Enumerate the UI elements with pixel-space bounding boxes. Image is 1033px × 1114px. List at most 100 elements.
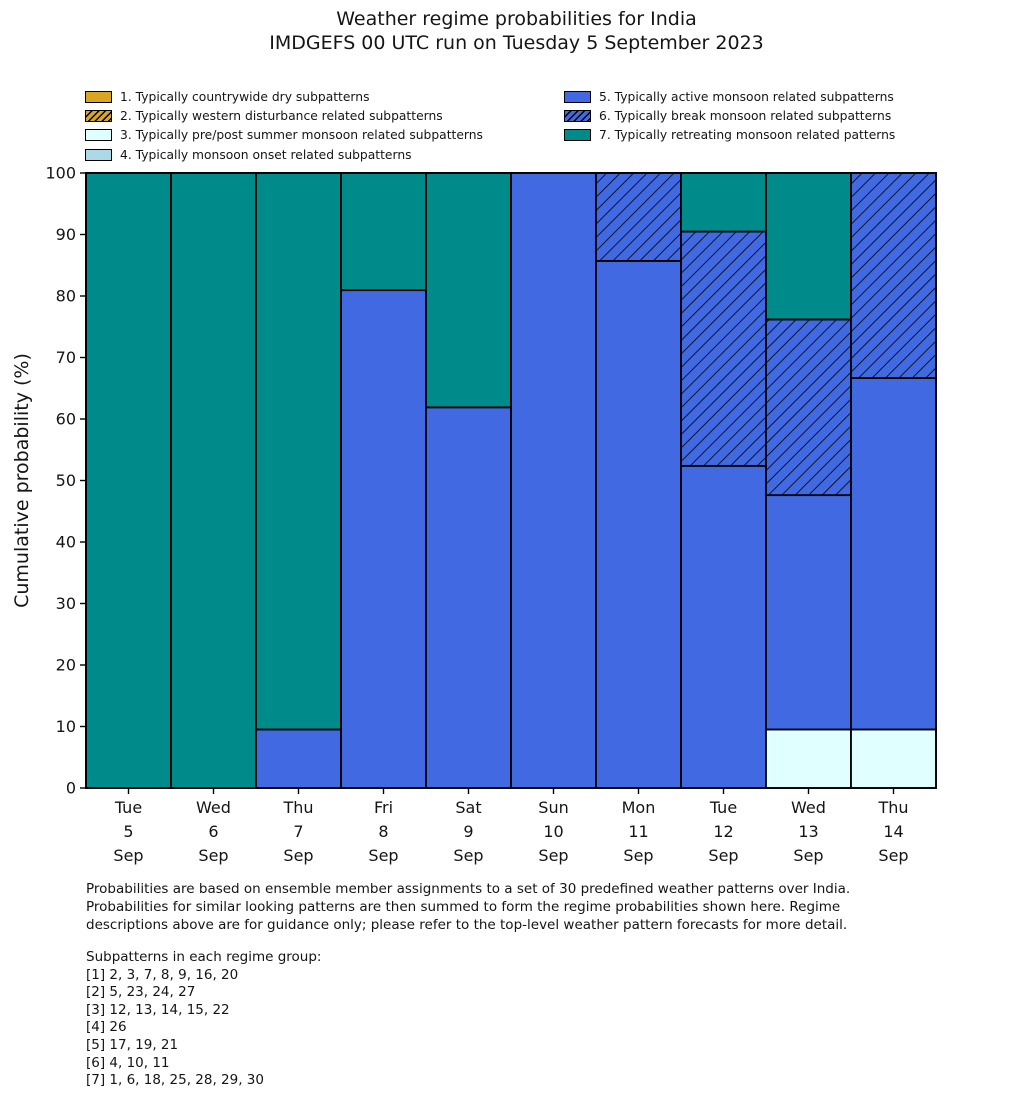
x-axis-tick-label-dow: Wed bbox=[196, 798, 231, 817]
y-axis-title: Cumulative probability (%) bbox=[11, 353, 33, 608]
bar-segment-regime-5-day-9 bbox=[425, 406, 512, 789]
y-axis-tick-label: 0 bbox=[66, 779, 76, 798]
bar-segment-regime-5-day-7 bbox=[255, 728, 342, 789]
bar-segment-regime-7-day-12 bbox=[680, 172, 767, 233]
x-axis-tick-label-day: 13 bbox=[798, 822, 818, 841]
y-axis-tick-label: 80 bbox=[56, 287, 76, 306]
subpatterns-list: Subpatterns in each regime group: [1] 2,… bbox=[86, 949, 321, 1090]
x-axis-tick-label-mon: Sep bbox=[283, 846, 313, 865]
subpatterns-line-7: [7] 1, 6, 18, 25, 28, 29, 30 bbox=[86, 1072, 264, 1089]
legend-label-1: 1. Typically countrywide dry subpatterns bbox=[120, 89, 370, 104]
footer-note: Probabilities are based on ensemble memb… bbox=[86, 880, 850, 934]
y-axis-tick-label: 30 bbox=[56, 594, 76, 613]
figure-title-line2: IMDGEFS 00 UTC run on Tuesday 5 Septembe… bbox=[269, 32, 764, 54]
legend-label-3: 3. Typically pre/post summer monsoon rel… bbox=[120, 128, 483, 143]
y-axis-tick-label: 20 bbox=[56, 656, 76, 675]
x-axis-tick-label-dow: Tue bbox=[114, 798, 142, 817]
x-axis-tick-label-day: 8 bbox=[378, 822, 388, 841]
y-axis-tick-label: 50 bbox=[56, 471, 76, 490]
x-axis-tick-label-day: 12 bbox=[713, 822, 733, 841]
x-axis-tick-label-day: 14 bbox=[883, 822, 903, 841]
x-axis-tick-label-dow: Tue bbox=[709, 798, 737, 817]
y-axis-tick-label: 10 bbox=[56, 717, 76, 736]
x-axis-tick-label-mon: Sep bbox=[793, 846, 823, 865]
subpatterns-line-6: [6] 4, 10, 11 bbox=[86, 1054, 170, 1071]
x-axis-tick-label-mon: Sep bbox=[538, 846, 568, 865]
x-axis-tick-label-dow: Fri bbox=[374, 798, 393, 817]
bar-segment-regime-3-day-13 bbox=[765, 728, 852, 789]
legend-item-3: 3. Typically pre/post summer monsoon rel… bbox=[85, 126, 483, 145]
bar-segment-regime-5-day-11 bbox=[595, 259, 682, 789]
bar-segment-regime-7-day-6 bbox=[170, 172, 257, 789]
bar-segment-regime-5-day-14 bbox=[850, 377, 937, 731]
y-axis-tick-label: 40 bbox=[56, 533, 76, 552]
bar-segment-regime-6-day-13 bbox=[765, 318, 852, 497]
figure-title-line1: Weather regime probabilities for India bbox=[336, 8, 697, 30]
legend-column-right: 5. Typically active monsoon related subp… bbox=[564, 87, 895, 145]
bar-segment-regime-6-day-11 bbox=[595, 172, 682, 262]
bar-segment-regime-7-day-5 bbox=[85, 172, 172, 789]
x-axis-tick-label-day: 5 bbox=[123, 822, 133, 841]
legend-swatch-5 bbox=[564, 90, 591, 103]
bar-segment-regime-3-day-14 bbox=[850, 728, 937, 789]
y-axis-tick-label: 60 bbox=[56, 410, 76, 429]
subpatterns-line-3: [3] 12, 13, 14, 15, 22 bbox=[86, 1001, 230, 1018]
bar-segment-regime-7-day-9 bbox=[425, 172, 512, 409]
subpatterns-line-4: [4] 26 bbox=[86, 1019, 127, 1036]
x-axis-tick-label-day: 6 bbox=[208, 822, 218, 841]
footer-note-line1: Probabilities are based on ensemble memb… bbox=[86, 881, 851, 897]
figure-title: Weather regime probabilities for India I… bbox=[0, 7, 1033, 55]
legend-item-6: 6. Typically break monsoon related subpa… bbox=[564, 106, 895, 125]
legend-swatch-3 bbox=[85, 129, 112, 142]
legend-item-5: 5. Typically active monsoon related subp… bbox=[564, 87, 895, 106]
x-axis-tick-label-day: 11 bbox=[628, 822, 648, 841]
subpatterns-line-2: [2] 5, 23, 24, 27 bbox=[86, 984, 196, 1001]
x-axis-tick-label-mon: Sep bbox=[708, 846, 738, 865]
y-axis-tick-label: 100 bbox=[45, 164, 76, 183]
legend-label-2: 2. Typically western disturbance related… bbox=[120, 109, 443, 124]
bar-segment-regime-6-day-12 bbox=[680, 230, 767, 467]
bar-segment-regime-6-day-14 bbox=[850, 172, 937, 379]
y-axis-tick-label: 90 bbox=[56, 225, 76, 244]
legend-item-4: 4. Typically monsoon onset related subpa… bbox=[85, 145, 483, 164]
legend-item-1: 1. Typically countrywide dry subpatterns bbox=[85, 87, 483, 106]
x-axis-tick-label-dow: Thu bbox=[877, 798, 908, 817]
legend-swatch-2-hatched bbox=[85, 110, 112, 123]
bar-segment-regime-7-day-7 bbox=[255, 172, 342, 731]
y-axis-tick-label: 70 bbox=[56, 348, 76, 367]
x-axis-tick-label-day: 7 bbox=[293, 822, 303, 841]
legend-label-6: 6. Typically break monsoon related subpa… bbox=[599, 109, 892, 124]
bar-segment-regime-5-day-13 bbox=[765, 494, 852, 731]
x-axis-tick-label-mon: Sep bbox=[113, 846, 143, 865]
bar-segment-regime-7-day-8 bbox=[340, 172, 427, 292]
legend-label-4: 4. Typically monsoon onset related subpa… bbox=[120, 147, 412, 162]
stacked-bar-chart: 0 10 20 30 40 50 60 70 80 90 100 Tue 5 Sep Wed 6 Sep Thu 7… bbox=[11, 164, 937, 865]
x-axis-tick-label-mon: Sep bbox=[198, 846, 228, 865]
subpatterns-line-5: [5] 17, 19, 21 bbox=[86, 1036, 179, 1053]
bar-segment-regime-5-day-8 bbox=[340, 289, 427, 789]
footer-note-line3: descriptions above are for guidance only… bbox=[86, 917, 848, 933]
legend-label-7: 7. Typically retreating monsoon related … bbox=[599, 128, 896, 143]
legend-swatch-1 bbox=[85, 90, 112, 103]
x-axis-tick-label-mon: Sep bbox=[368, 846, 398, 865]
x-axis-tick-label-day: 10 bbox=[543, 822, 563, 841]
x-axis-tick-label-dow: Mon bbox=[622, 798, 656, 817]
legend-swatch-4 bbox=[85, 148, 112, 161]
subpatterns-title: Subpatterns in each regime group: bbox=[86, 949, 322, 965]
bar-segment-regime-5-day-12 bbox=[680, 464, 767, 789]
legend-swatch-6-hatched bbox=[564, 110, 591, 123]
legend-column-left: 1. Typically countrywide dry subpatterns… bbox=[85, 87, 483, 165]
legend-swatch-7 bbox=[564, 129, 591, 142]
x-axis-tick-label-dow: Sun bbox=[538, 798, 568, 817]
x-axis-tick-label-dow: Sat bbox=[455, 798, 481, 817]
x-axis-tick-label-dow: Thu bbox=[282, 798, 313, 817]
x-axis-tick-label-mon: Sep bbox=[878, 846, 908, 865]
subpatterns-line-1: [1] 2, 3, 7, 8, 9, 16, 20 bbox=[86, 966, 239, 983]
legend-item-2: 2. Typically western disturbance related… bbox=[85, 106, 483, 125]
legend-label-5: 5. Typically active monsoon related subp… bbox=[599, 89, 894, 104]
x-axis-tick-label-mon: Sep bbox=[623, 846, 653, 865]
x-axis-tick-label-dow: Wed bbox=[791, 798, 826, 817]
footer-note-line2: Probabilities for similar looking patter… bbox=[86, 899, 841, 915]
x-axis-tick-label-mon: Sep bbox=[453, 846, 483, 865]
